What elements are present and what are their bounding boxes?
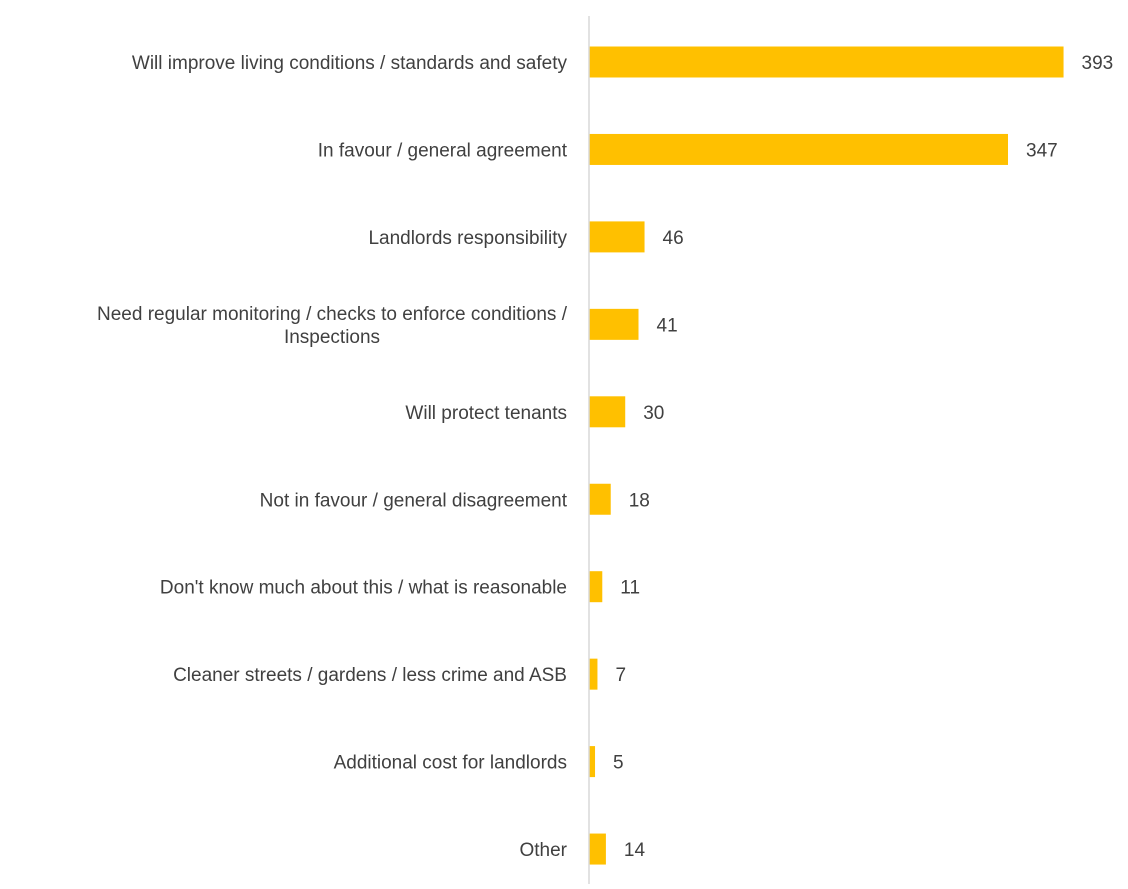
category-label-3: Need regular monitoring / checks to enfo… xyxy=(97,304,568,348)
bar-9 xyxy=(589,833,606,865)
category-label-8: Additional cost for landlords xyxy=(334,753,567,774)
bar-1 xyxy=(589,133,1009,165)
bar-0 xyxy=(589,46,1064,78)
category-label-2-line-0: Landlords responsibility xyxy=(368,228,567,249)
category-label-6: Don't know much about this / what is rea… xyxy=(160,578,567,599)
value-label-1: 347 xyxy=(1026,140,1058,161)
category-label-8-line-0: Additional cost for landlords xyxy=(334,753,567,774)
category-label-5-line-0: Not in favour / general disagreement xyxy=(260,490,568,511)
category-label-2: Landlords responsibility xyxy=(368,228,567,249)
bar-3 xyxy=(589,308,639,340)
category-label-9-line-0: Other xyxy=(519,840,567,861)
value-label-5: 18 xyxy=(629,490,650,511)
value-labels-layer: 393 347 46 41 30 18 11 7 5 14 xyxy=(613,53,1113,861)
bar-4 xyxy=(589,396,626,428)
value-label-4: 30 xyxy=(643,403,664,424)
value-label-9: 14 xyxy=(624,840,646,861)
category-label-4-line-0: Will protect tenants xyxy=(405,403,567,424)
category-label-7-line-0: Cleaner streets / gardens / less crime a… xyxy=(173,665,567,686)
bar-5 xyxy=(589,483,611,515)
bar-6 xyxy=(589,571,603,603)
bar-7 xyxy=(589,658,598,690)
category-label-6-line-0: Don't know much about this / what is rea… xyxy=(160,578,567,599)
category-label-1-line-0: In favour / general agreement xyxy=(318,140,568,161)
category-label-7: Cleaner streets / gardens / less crime a… xyxy=(173,665,567,686)
category-label-4: Will protect tenants xyxy=(405,403,567,424)
category-label-9: Other xyxy=(519,840,567,861)
bar-2 xyxy=(589,221,645,253)
category-label-3-line-1: Inspections xyxy=(284,327,380,348)
value-label-2: 46 xyxy=(663,228,684,249)
category-label-3-line-0: Need regular monitoring / checks to enfo… xyxy=(97,304,568,325)
value-label-7: 7 xyxy=(615,665,626,686)
value-label-6: 11 xyxy=(620,578,640,599)
category-label-0-line-0: Will improve living conditions / standar… xyxy=(132,53,568,74)
bar-8 xyxy=(589,746,596,778)
value-label-0: 393 xyxy=(1082,53,1114,74)
bars-layer xyxy=(589,46,1064,865)
category-label-1: In favour / general agreement xyxy=(318,140,568,161)
category-labels-layer: Will improve living conditions / standar… xyxy=(97,53,568,861)
category-label-5: Not in favour / general disagreement xyxy=(260,490,568,511)
value-label-8: 5 xyxy=(613,753,624,774)
category-label-0: Will improve living conditions / standar… xyxy=(132,53,568,74)
value-label-3: 41 xyxy=(657,315,678,336)
